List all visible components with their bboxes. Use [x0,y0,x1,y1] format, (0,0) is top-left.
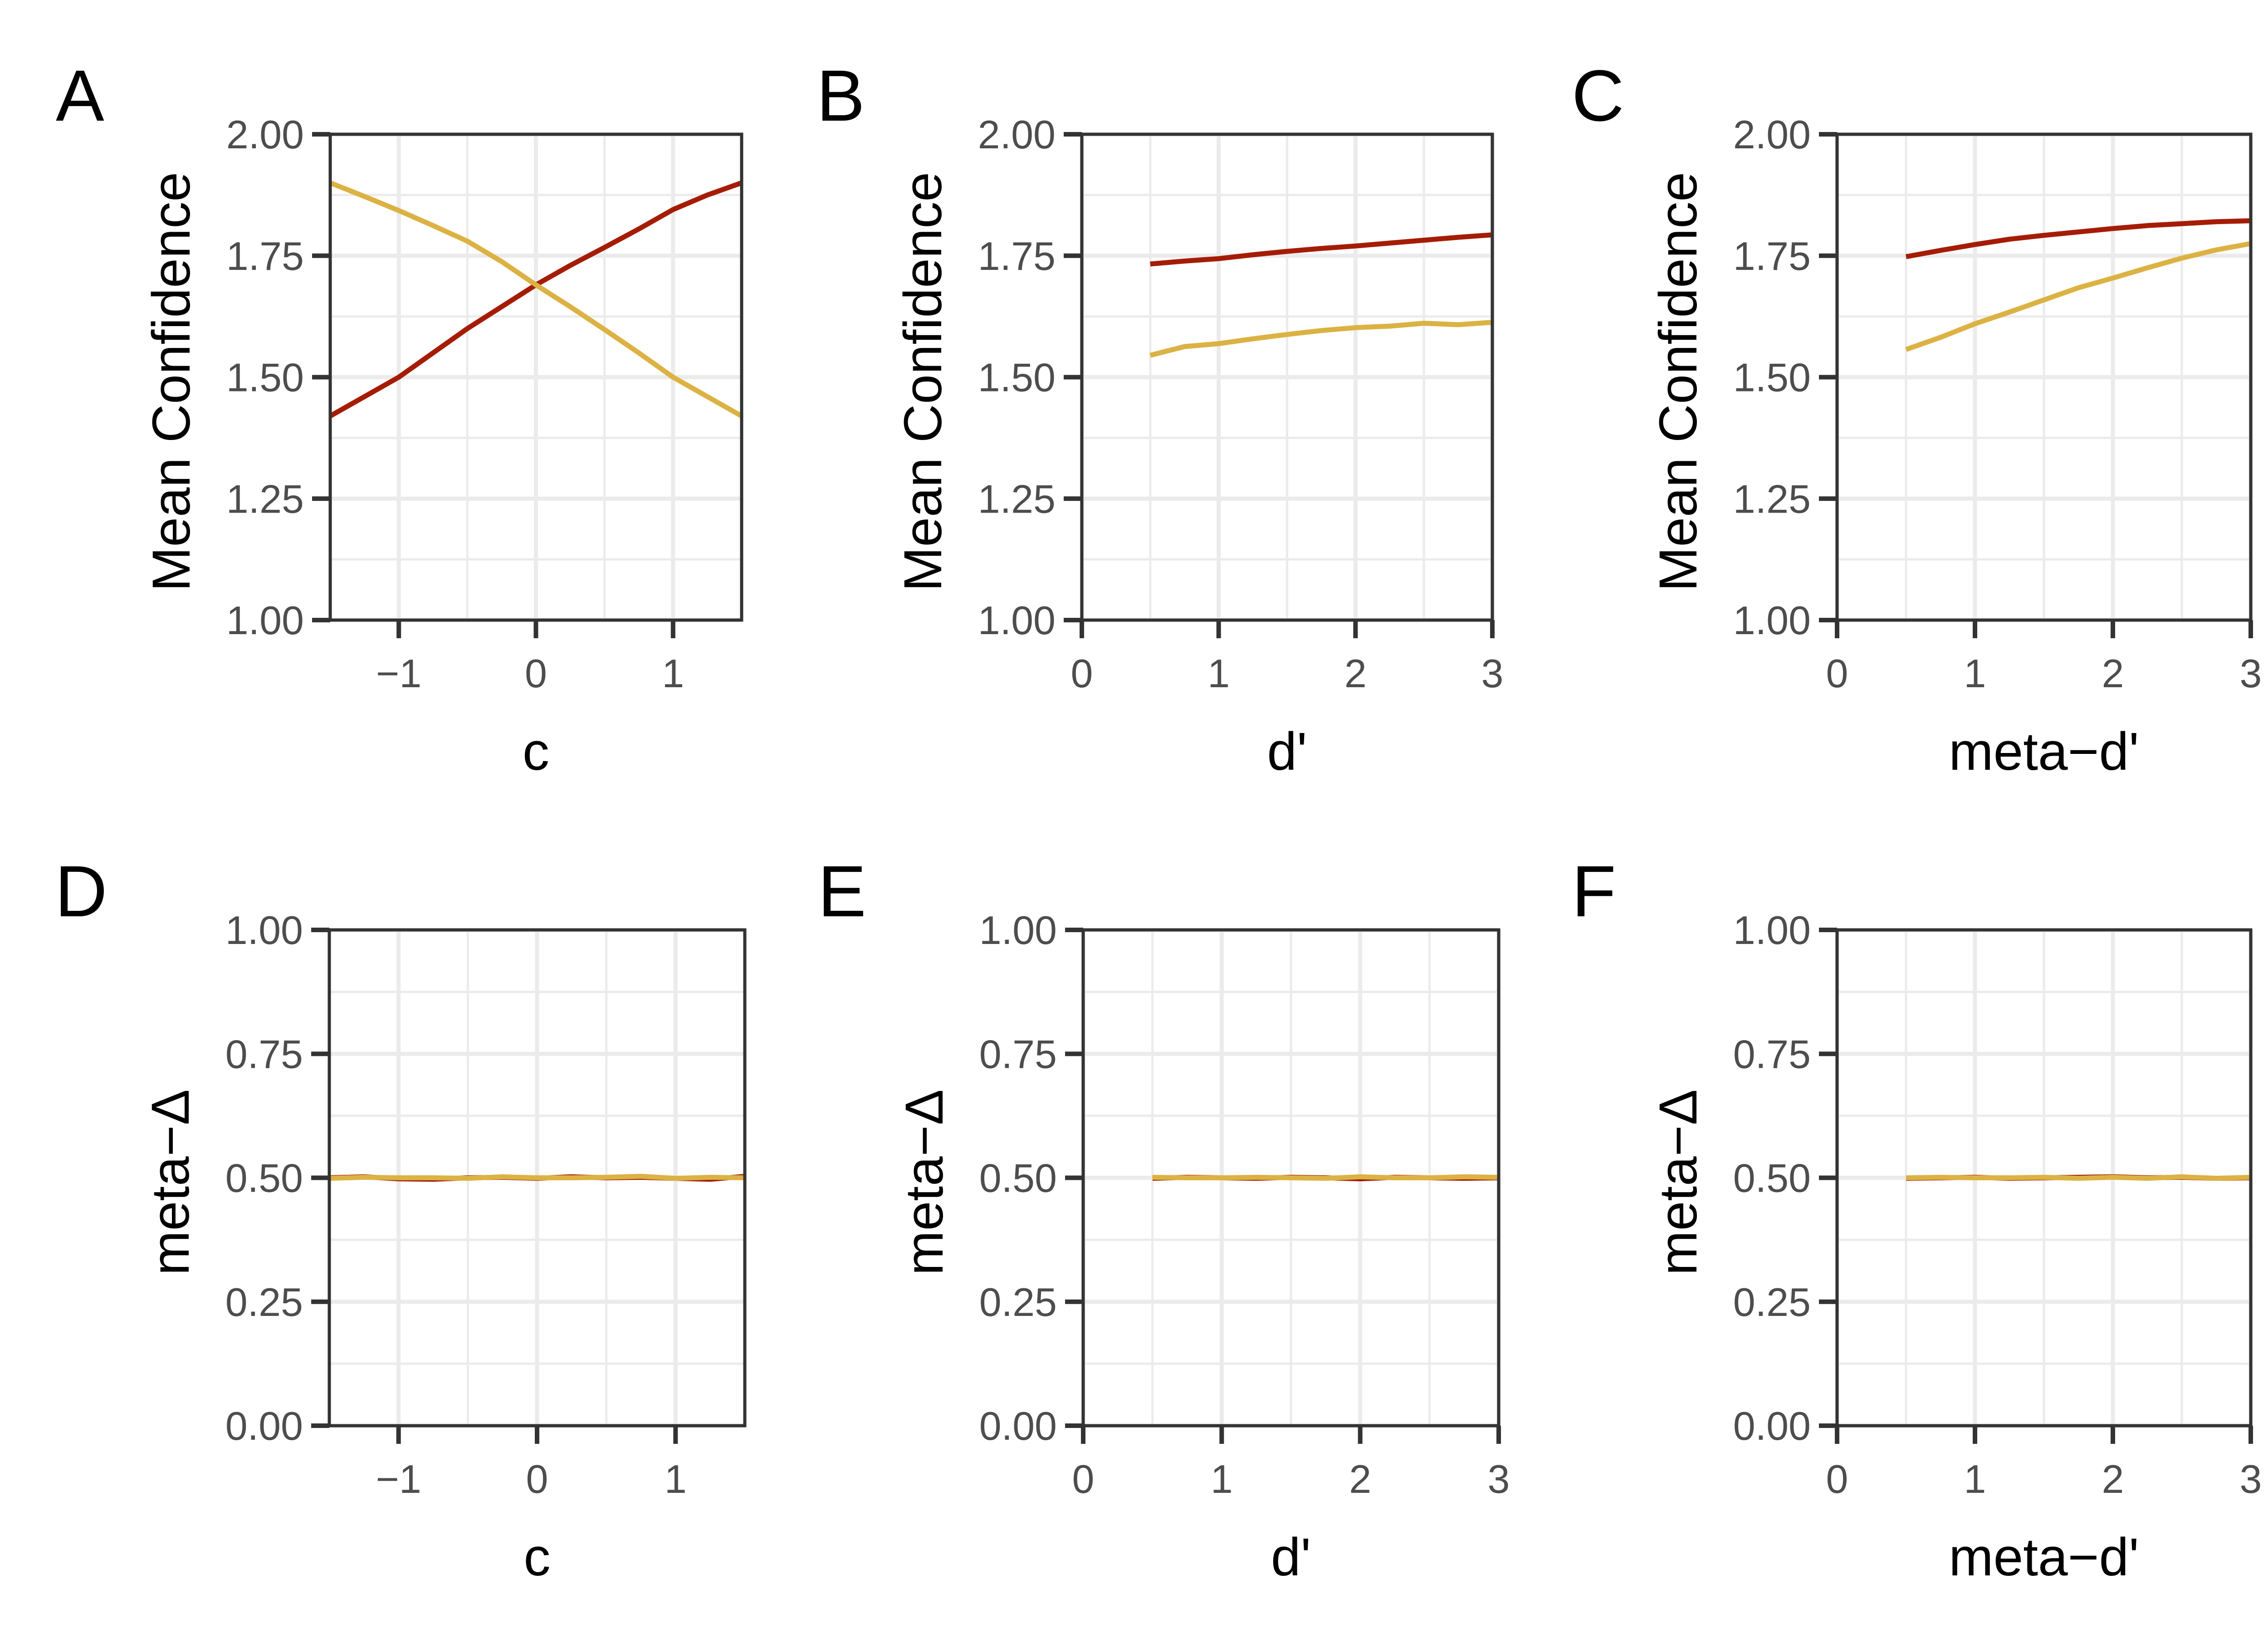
y-tick-label: 1.25 [226,476,304,521]
y-tick-label: 1.00 [226,598,304,643]
x-axis-title: d' [1267,722,1307,782]
x-tick-label: 0 [1826,1457,1848,1501]
y-tick-label: 1.00 [978,598,1056,643]
y-tick-label: 2.00 [978,112,1056,157]
y-tick-label: 1.75 [1733,234,1811,279]
y-axis-title: Mean Confidence [142,172,201,592]
y-tick-label: 0.00 [225,1403,303,1448]
x-tick-label: 3 [1488,1457,1510,1501]
x-tick-label: 2 [2102,651,2124,696]
x-tick-label: −1 [376,1457,421,1501]
y-tick-label: 1.75 [978,234,1056,279]
x-tick-label: 1 [1211,1457,1233,1501]
x-axis-title: d' [1271,1527,1311,1587]
x-tick-label: 1 [1964,651,1986,696]
x-tick-label: 2 [2102,1457,2124,1501]
y-tick-label: 0.75 [979,1032,1057,1076]
x-tick-label: 0 [1071,651,1093,696]
y-tick-label: 2.00 [226,112,304,157]
panel-d: 0.00 0.25 0.50 0.75 1.00 −1 0 1 c meta−Δ D [55,851,747,1587]
y-tick-label: 0.25 [225,1280,303,1325]
x-tick-label: 1 [662,651,684,696]
y-tick-label: 1.25 [978,476,1056,521]
y-tick-label: 0.25 [979,1280,1057,1325]
panel-letter: D [55,851,108,932]
series-line-response-1 [329,180,743,418]
series-line-response-1 [1905,241,2251,352]
y-axis-title: meta−Δ [1648,1089,1708,1275]
y-axis-title: meta−Δ [894,1089,954,1275]
x-tick-label: 0 [525,651,547,696]
x-axis-title: c [524,1527,551,1587]
x-tick-label: 3 [2240,651,2262,696]
y-tick-label: 0.25 [1733,1280,1811,1325]
y-axis-title: Mean Confidence [893,172,953,592]
y-tick-label: 1.50 [226,355,304,400]
y-tick-label: 1.75 [226,234,304,279]
x-tick-label: 0 [526,1457,548,1501]
series-line-response-1 [329,1173,745,1181]
x-tick-label: 1 [665,1457,687,1501]
panel-letter: B [816,55,865,136]
y-tick-label: 0.00 [979,1403,1057,1448]
x-tick-label: 1 [1964,1457,1986,1501]
y-tick-label: 1.00 [1733,908,1811,953]
x-tick-label: 1 [1207,651,1230,696]
panels: 1.00 1.25 1.50 1.75 2.00 −1 0 1 c Mean Confidence… [55,55,2262,1587]
y-tick-label: 1.00 [1733,598,1811,643]
series-line-response-0 [1906,218,2251,259]
y-tick-label: 0.50 [225,1156,303,1201]
series-line-response-0 [1150,232,1493,267]
y-tick-label: 0.75 [1733,1032,1811,1076]
panel-a: 1.00 1.25 1.50 1.75 2.00 −1 0 1 c Mean Confidence… [56,55,743,782]
y-axis-title: Mean Confidence [1648,172,1708,592]
x-tick-label: 3 [2240,1457,2262,1501]
y-tick-label: 0.75 [225,1032,303,1076]
y-tick-label: 0.50 [1733,1156,1811,1201]
series-line-response-1 [1149,320,1493,358]
y-tick-label: 0.00 [1733,1403,1811,1448]
panel-letter: C [1572,55,1624,136]
panel-letter: F [1572,851,1616,932]
y-tick-label: 0.50 [979,1156,1057,1201]
y-axis-title: meta−Δ [141,1089,200,1275]
y-tick-label: 1.00 [979,908,1057,953]
x-axis-title: meta−d' [1949,1527,2139,1587]
x-tick-label: 3 [1481,651,1504,696]
y-tick-label: 1.25 [1733,476,1811,521]
panel-c: 1.00 1.25 1.50 1.75 2.00 0 1 2 3 meta−d' Mean Conf… [1572,55,2262,782]
x-tick-label: 0 [1072,1457,1095,1501]
y-tick-label: 1.50 [978,355,1056,400]
x-tick-label: 0 [1826,651,1848,696]
x-tick-label: 2 [1349,1457,1371,1501]
x-tick-label: −1 [376,651,421,696]
panel-letter: E [818,851,866,932]
panel-e: 0.00 0.25 0.50 0.75 1.00 0 1 2 3 d' meta−Δ E [818,851,1510,1587]
x-axis-title: c [523,722,549,782]
y-tick-label: 2.00 [1733,112,1811,157]
panel-b: 1.00 1.25 1.50 1.75 2.00 0 1 2 3 d' Mean Confidenc… [816,55,1503,782]
x-tick-label: 2 [1344,651,1367,696]
series-line-response-1 [1906,1174,2251,1181]
x-axis-title: meta−d' [1949,722,2139,782]
panel-f: 0.00 0.25 0.50 0.75 1.00 0 1 2 3 meta−d' meta−Δ F [1572,851,2262,1587]
y-tick-label: 1.50 [1733,355,1811,400]
panel-letter: A [56,55,104,136]
series-line-response-1 [1152,1174,1499,1181]
y-tick-label: 1.00 [225,908,303,953]
